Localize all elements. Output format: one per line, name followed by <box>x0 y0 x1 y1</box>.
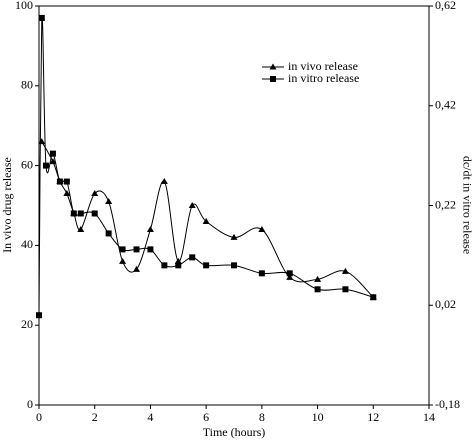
square-marker <box>286 270 293 277</box>
y-tick-label: 20 <box>21 317 33 331</box>
y2-tick-label: 0,42 <box>435 98 456 112</box>
triangle-marker <box>146 225 154 232</box>
triangle-marker <box>49 158 57 165</box>
y2-tick-label: 0,02 <box>435 297 456 311</box>
y2-tick-label: 0,22 <box>435 197 456 211</box>
triangle-marker <box>286 273 294 280</box>
triangle-marker <box>202 217 210 224</box>
triangle-marker <box>119 257 127 264</box>
triangle-marker <box>314 275 322 282</box>
x-axis-label: Time (hours) <box>203 425 266 439</box>
triangle-marker <box>341 267 349 274</box>
square-marker <box>91 210 98 217</box>
square-marker <box>147 246 154 253</box>
x-tick-label: 12 <box>367 410 379 424</box>
y2-tick-label: 0,62 <box>435 0 456 12</box>
x-tick-label: 4 <box>147 410 153 424</box>
triangle-marker <box>63 190 71 197</box>
square-marker <box>56 178 63 185</box>
triangle-marker <box>91 190 99 197</box>
square-marker <box>36 312 42 319</box>
square-marker <box>133 246 140 253</box>
square-marker <box>203 262 210 269</box>
square-marker <box>161 262 168 269</box>
series-line <box>41 141 374 298</box>
triangle-marker <box>230 233 238 240</box>
plot-frame <box>38 5 430 406</box>
square-marker <box>258 270 265 277</box>
square-marker <box>370 294 377 301</box>
y-tick-label: 60 <box>21 157 33 171</box>
square-marker <box>342 286 349 293</box>
square-marker <box>42 162 49 169</box>
square-marker <box>49 150 56 157</box>
square-marker <box>314 286 321 293</box>
triangle-marker <box>77 225 85 232</box>
x-tick-label: 6 <box>203 410 209 424</box>
triangle-marker <box>188 202 196 208</box>
x-tick-label: 0 <box>36 410 42 424</box>
triangle-marker <box>105 198 113 205</box>
square-marker <box>38 14 45 21</box>
legend-label: in vivo release <box>288 59 358 73</box>
square-marker <box>231 262 237 269</box>
legend-label: in vitro release <box>288 71 359 85</box>
x-tick-label: 14 <box>423 410 435 424</box>
y-tick-label: 40 <box>21 237 33 251</box>
triangle-marker <box>160 178 168 185</box>
y2-axis-label: dc/dt in vitro release <box>460 156 474 254</box>
y-axis-label: In vivo drug release <box>0 157 14 253</box>
square-marker <box>270 76 276 82</box>
square-marker <box>63 178 70 185</box>
square-marker <box>189 254 196 261</box>
y-tick-label: 0 <box>27 397 33 411</box>
square-marker <box>175 262 182 269</box>
square-marker <box>119 246 126 253</box>
square-marker <box>77 210 84 217</box>
x-tick-label: 10 <box>312 410 324 424</box>
x-tick-label: 8 <box>259 410 265 424</box>
x-tick-label: 2 <box>92 410 98 424</box>
y-tick-label: 80 <box>21 78 33 92</box>
y2-tick-label: -0,18 <box>435 397 460 411</box>
square-marker <box>105 230 112 237</box>
square-marker <box>70 210 77 217</box>
y-tick-label: 100 <box>15 0 33 12</box>
triangle-marker <box>133 265 140 272</box>
triangle-marker <box>258 225 266 232</box>
triangle-marker <box>269 63 277 70</box>
